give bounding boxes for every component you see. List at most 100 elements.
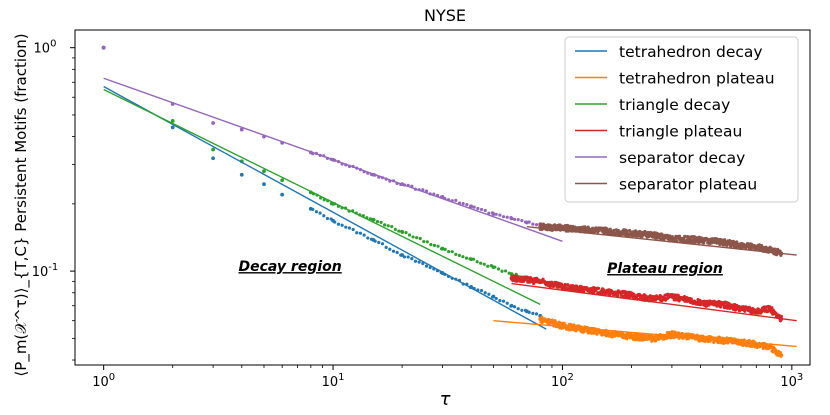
data-point [465, 202, 469, 207]
data-point [479, 288, 484, 293]
fit-line-2 [103, 88, 541, 305]
data-point [527, 220, 531, 224]
annotations: Decay region Plateau region [239, 259, 723, 277]
data-point [170, 119, 175, 123]
data-point [351, 227, 355, 232]
data-point [280, 178, 285, 183]
legend-label: tetrahedron plateau [619, 70, 775, 88]
legend-label: tetrahedron decay [619, 43, 763, 61]
data-point [418, 236, 422, 241]
data-point [718, 335, 722, 340]
data-point [262, 169, 266, 174]
data-point [636, 332, 640, 337]
data-point [494, 296, 498, 301]
chart-title: NYSE [424, 6, 466, 25]
data-point [399, 253, 403, 257]
data-point [482, 262, 486, 266]
data-point [490, 211, 495, 215]
data-point [716, 341, 721, 345]
data-point [388, 247, 392, 251]
data-point [566, 283, 570, 287]
data-point [454, 252, 458, 256]
data-point [778, 319, 783, 323]
region-annotation: Plateau region [607, 261, 723, 277]
data-point [397, 229, 401, 233]
data-point [468, 204, 473, 209]
data-point [520, 308, 524, 312]
legend-label: separator decay [619, 149, 745, 167]
data-point [523, 308, 528, 312]
data-point [369, 237, 374, 241]
data-point [400, 230, 405, 234]
data-point [778, 351, 783, 355]
data-point [170, 125, 175, 130]
data-point [439, 247, 444, 251]
data-point [424, 189, 429, 193]
data-point [443, 247, 447, 251]
data-point [527, 310, 531, 314]
legend-label: triangle plateau [619, 123, 742, 141]
data-point [534, 223, 539, 227]
data-point [262, 182, 266, 187]
data-point [413, 259, 418, 263]
legend-label: separator plateau [619, 176, 757, 194]
series-2 [101, 45, 529, 281]
data-point [494, 212, 498, 216]
data-point [531, 222, 535, 226]
x-tick-label: 102 [551, 372, 574, 390]
data-point [340, 223, 344, 227]
data-point [624, 290, 628, 294]
data-point [347, 226, 352, 230]
data-point [479, 207, 484, 212]
data-point [407, 233, 412, 237]
data-point [366, 236, 370, 240]
legend-label: triangle decay [619, 96, 730, 114]
data-point [411, 235, 415, 239]
data-point [516, 307, 520, 311]
data-point [654, 339, 658, 343]
data-point [211, 121, 216, 125]
data-point [318, 211, 322, 215]
data-point [512, 217, 517, 221]
data-point [500, 269, 504, 273]
data-point [336, 222, 341, 226]
data-point [667, 330, 672, 335]
data-point [472, 205, 476, 209]
data-point [425, 240, 429, 244]
x-axis: 100 101 102 103 [92, 365, 803, 390]
data-point [553, 319, 557, 323]
data-point [239, 172, 244, 177]
data-point [512, 305, 517, 309]
data-point [322, 214, 326, 218]
data-point [432, 243, 437, 247]
data-point [778, 249, 782, 253]
data-point [483, 291, 487, 295]
data-point [373, 239, 377, 243]
fit-lines [103, 77, 797, 348]
series-5 [538, 222, 784, 257]
data-point [447, 249, 451, 254]
data-point [596, 286, 601, 290]
data-point [493, 265, 497, 269]
data-point [325, 216, 330, 221]
data-point [714, 237, 719, 241]
legend-box [564, 36, 799, 203]
series-0 [101, 45, 543, 318]
data-point [569, 323, 573, 327]
data-point [708, 339, 712, 343]
data-point [211, 156, 216, 161]
data-point [496, 267, 501, 271]
fit-line-5 [526, 226, 797, 256]
data-point [375, 219, 380, 224]
data-point [505, 301, 509, 305]
data-point [604, 231, 608, 235]
data-point [372, 218, 376, 222]
fit-line-3 [511, 282, 797, 322]
data-point [507, 271, 511, 275]
data-point [421, 188, 425, 192]
data-point [525, 275, 529, 279]
data-point [461, 202, 465, 206]
data-point [450, 250, 454, 254]
data-point [311, 207, 315, 212]
